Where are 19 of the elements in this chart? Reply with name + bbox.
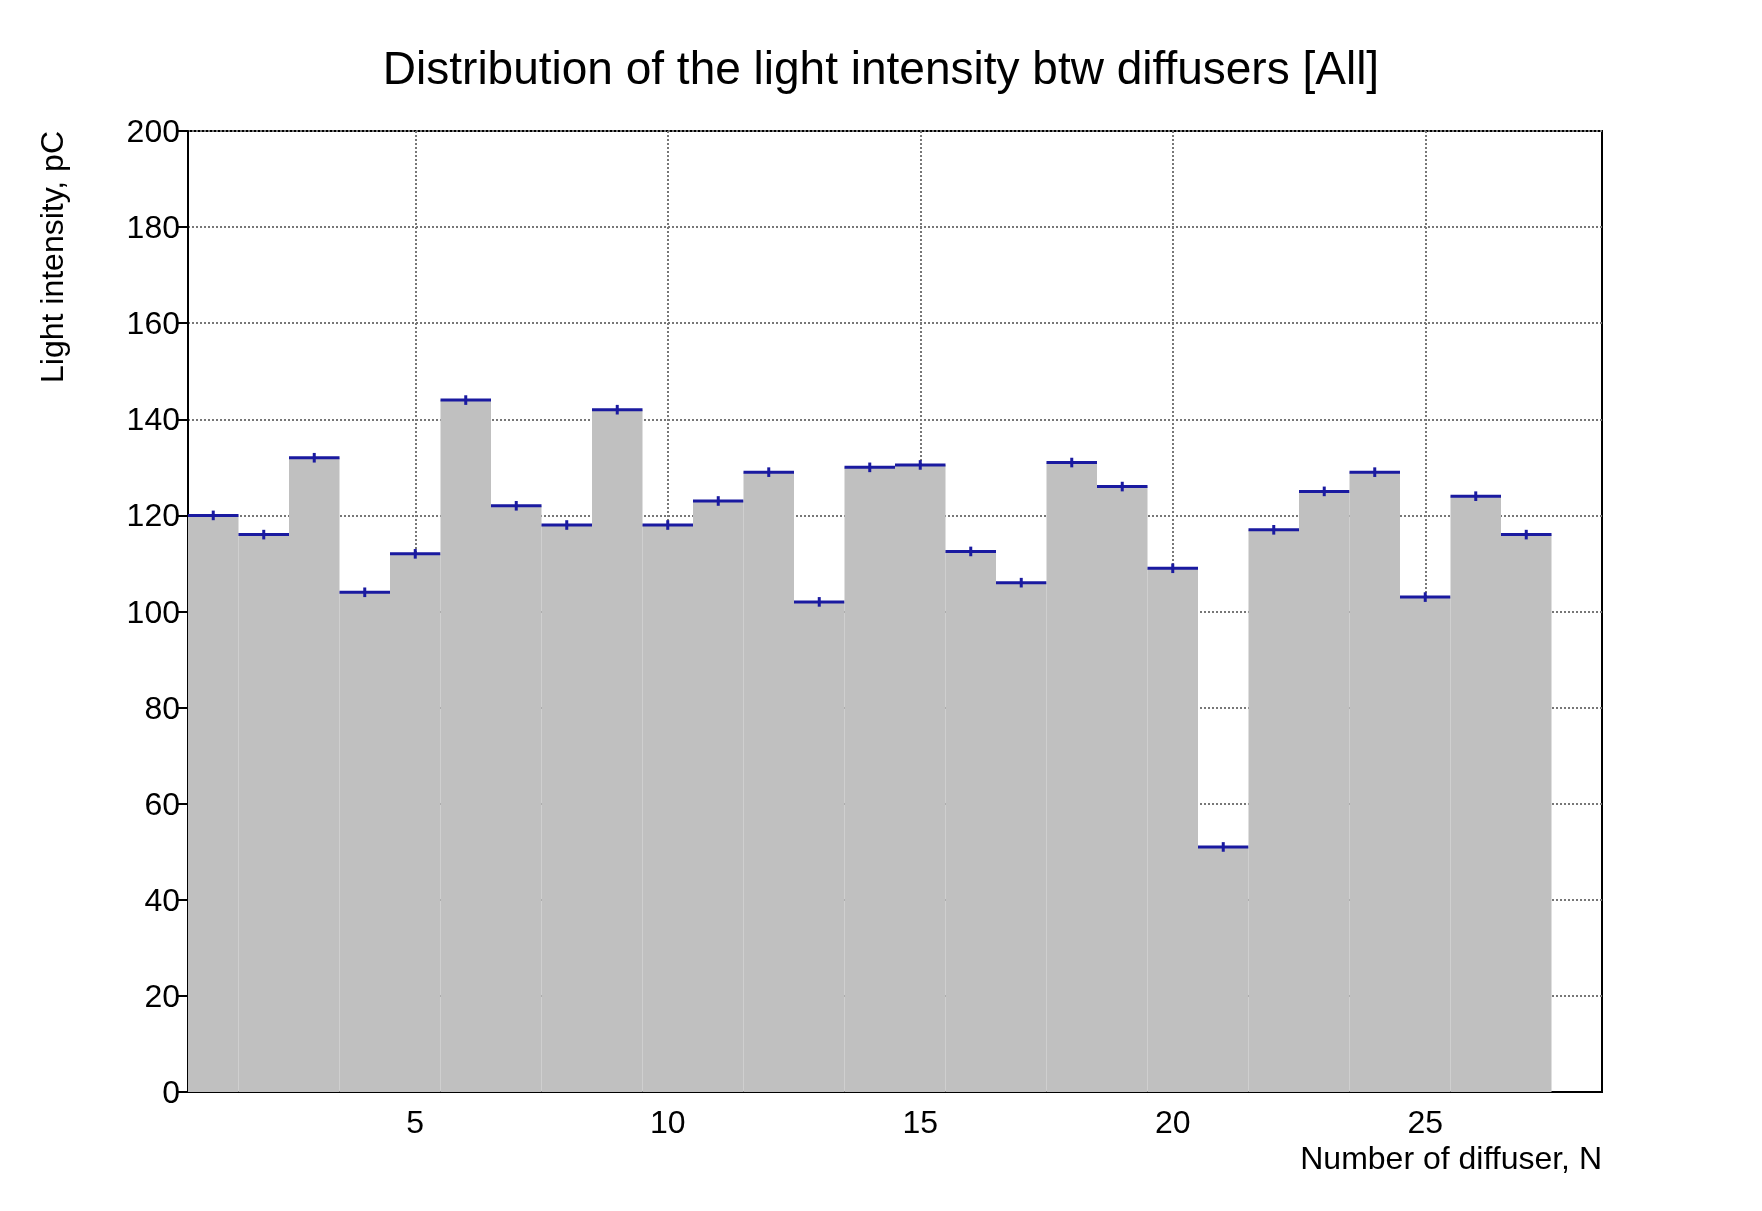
x-tick-label: 15 [902, 1104, 939, 1140]
x-tick-label: 25 [1407, 1104, 1444, 1140]
y-tick-label: 160 [126, 305, 180, 342]
y-tick-label: 120 [126, 497, 180, 534]
y-tick-label: 0 [162, 1074, 180, 1110]
y-tick-label: 40 [144, 881, 180, 918]
x-tick-label: 10 [649, 1104, 686, 1140]
x-tick-label: 5 [406, 1104, 425, 1140]
y-tick-label: 100 [126, 593, 180, 630]
y-tick-label: 140 [126, 401, 180, 438]
y-tick-label: 80 [144, 689, 180, 726]
y-tick-label: 60 [144, 785, 180, 822]
x-tick-label: 20 [1154, 1104, 1191, 1140]
x-axis-title: Number of diffuser, N [1300, 1140, 1602, 1176]
y-axis-title: Light intensity, pC [34, 131, 70, 383]
y-tick-label: 180 [126, 209, 180, 246]
y-tick-label: 200 [126, 113, 180, 149]
y-tick-label: 20 [144, 977, 180, 1014]
chart-title: Distribution of the light intensity btw diffusers [All] [382, 42, 1380, 94]
